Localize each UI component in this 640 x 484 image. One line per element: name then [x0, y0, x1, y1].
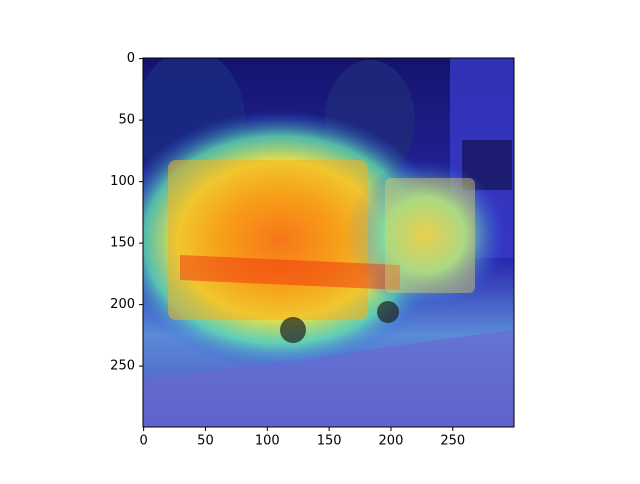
image: [143, 58, 514, 427]
x-tick-label: 200: [379, 434, 404, 449]
x-tick-label: 0: [139, 434, 147, 449]
x-tick-label: 150: [317, 434, 342, 449]
x-tick-label: 100: [255, 434, 280, 449]
y-tick-label: 0: [127, 51, 135, 66]
y-tick-label: 100: [110, 174, 135, 189]
y-tick-label: 200: [110, 297, 135, 312]
y-tick-label: 150: [110, 236, 135, 251]
y-tick-label: 250: [110, 359, 135, 374]
x-tick-label: 250: [440, 434, 465, 449]
x-tick-label: 50: [197, 434, 214, 449]
axes-frame: [142, 57, 515, 428]
y-tick-label: 50: [118, 113, 135, 128]
